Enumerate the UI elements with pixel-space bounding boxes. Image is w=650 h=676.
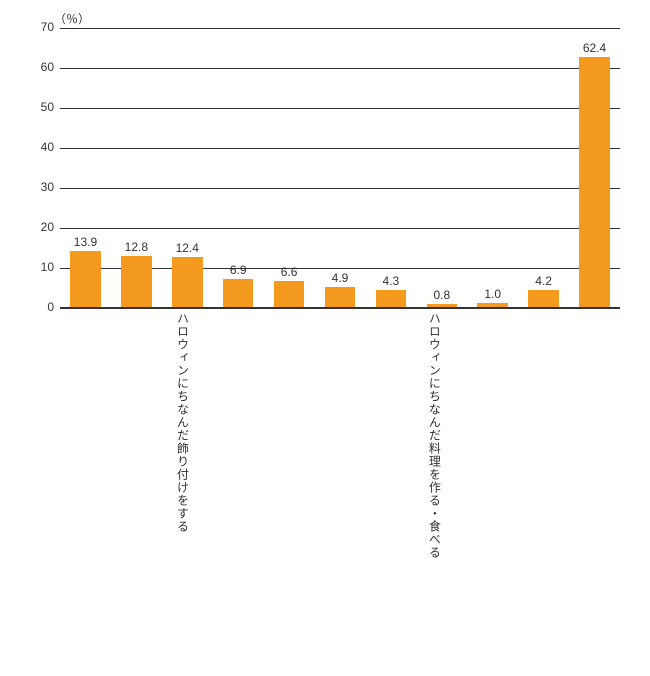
bar-slot: 6.9 [213,28,264,307]
bar [121,256,152,307]
x-axis-label-text: ハロウィンにちなんだ飾り付けをする [175,312,189,676]
x-axis-labels: ハロウィンにちなんだ飾り付けをするハロウィンにちなんだ料理を作る・食べるハロウィ… [60,312,620,676]
bar-slot: 62.4 [569,28,620,307]
x-axis-label: ハロウィンにちなんだ飾り付けをする [60,312,305,676]
bar-slot: 12.8 [111,28,162,307]
bar-value-label: 62.4 [583,41,606,55]
bar-value-label: 12.4 [176,241,199,255]
bar-slot: 0.8 [416,28,467,307]
bar-slot: 4.9 [315,28,366,307]
bar-slot: 1.0 [467,28,518,307]
bars-group: 13.9 12.8 12.4 6.9 6.6 4.9 4.3 0.8 1.0 4.2 62.4 [60,28,620,307]
y-tick-label: 70 [30,20,54,34]
bar [325,287,356,307]
y-tick-label: 20 [30,220,54,234]
bar-value-label: 4.3 [383,274,400,288]
y-tick-label: 50 [30,100,54,114]
bar [477,303,508,307]
x-axis-label-text: ハロウィンにちなんだ料理を作る・食べる [427,312,441,676]
bar-value-label: 1.0 [484,287,501,301]
bar-value-label: 4.2 [535,274,552,288]
bar-slot: 13.9 [60,28,111,307]
x-axis-label: ハロウィンの関連グッズを購入する [564,312,650,676]
bar [274,281,305,307]
bar [528,290,559,307]
bar [70,251,101,307]
gridline [60,308,620,309]
y-tick-label: 30 [30,180,54,194]
bar-value-label: 6.6 [281,265,298,279]
y-axis-unit-label: （％） [54,10,90,27]
bar-value-label: 13.9 [74,235,97,249]
bar [579,57,610,307]
y-tick-label: 60 [30,60,54,74]
chart-container: （％） 13.9 12.8 12.4 6.9 6.6 4.9 4.3 0.8 1.0 4.2 62.… [30,10,630,565]
y-tick-label: 10 [30,260,54,274]
bar-slot: 6.6 [264,28,315,307]
bar-value-label: 6.9 [230,263,247,277]
bar [427,304,458,307]
bar-slot: 4.2 [518,28,569,307]
bar-value-label: 12.8 [125,240,148,254]
y-tick-label: 40 [30,140,54,154]
bar-value-label: 0.8 [433,288,450,302]
bar-slot: 12.4 [162,28,213,307]
bar-slot: 4.3 [365,28,416,307]
bar [376,290,407,307]
plot-area: 13.9 12.8 12.4 6.9 6.6 4.9 4.3 0.8 1.0 4.2 62.4 [60,28,620,308]
y-tick-label: 0 [30,300,54,314]
bar [223,279,254,307]
bar [172,257,203,307]
bar-value-label: 4.9 [332,271,349,285]
x-axis-label: ハロウィンにちなんだ料理を作る・食べる [305,312,564,676]
